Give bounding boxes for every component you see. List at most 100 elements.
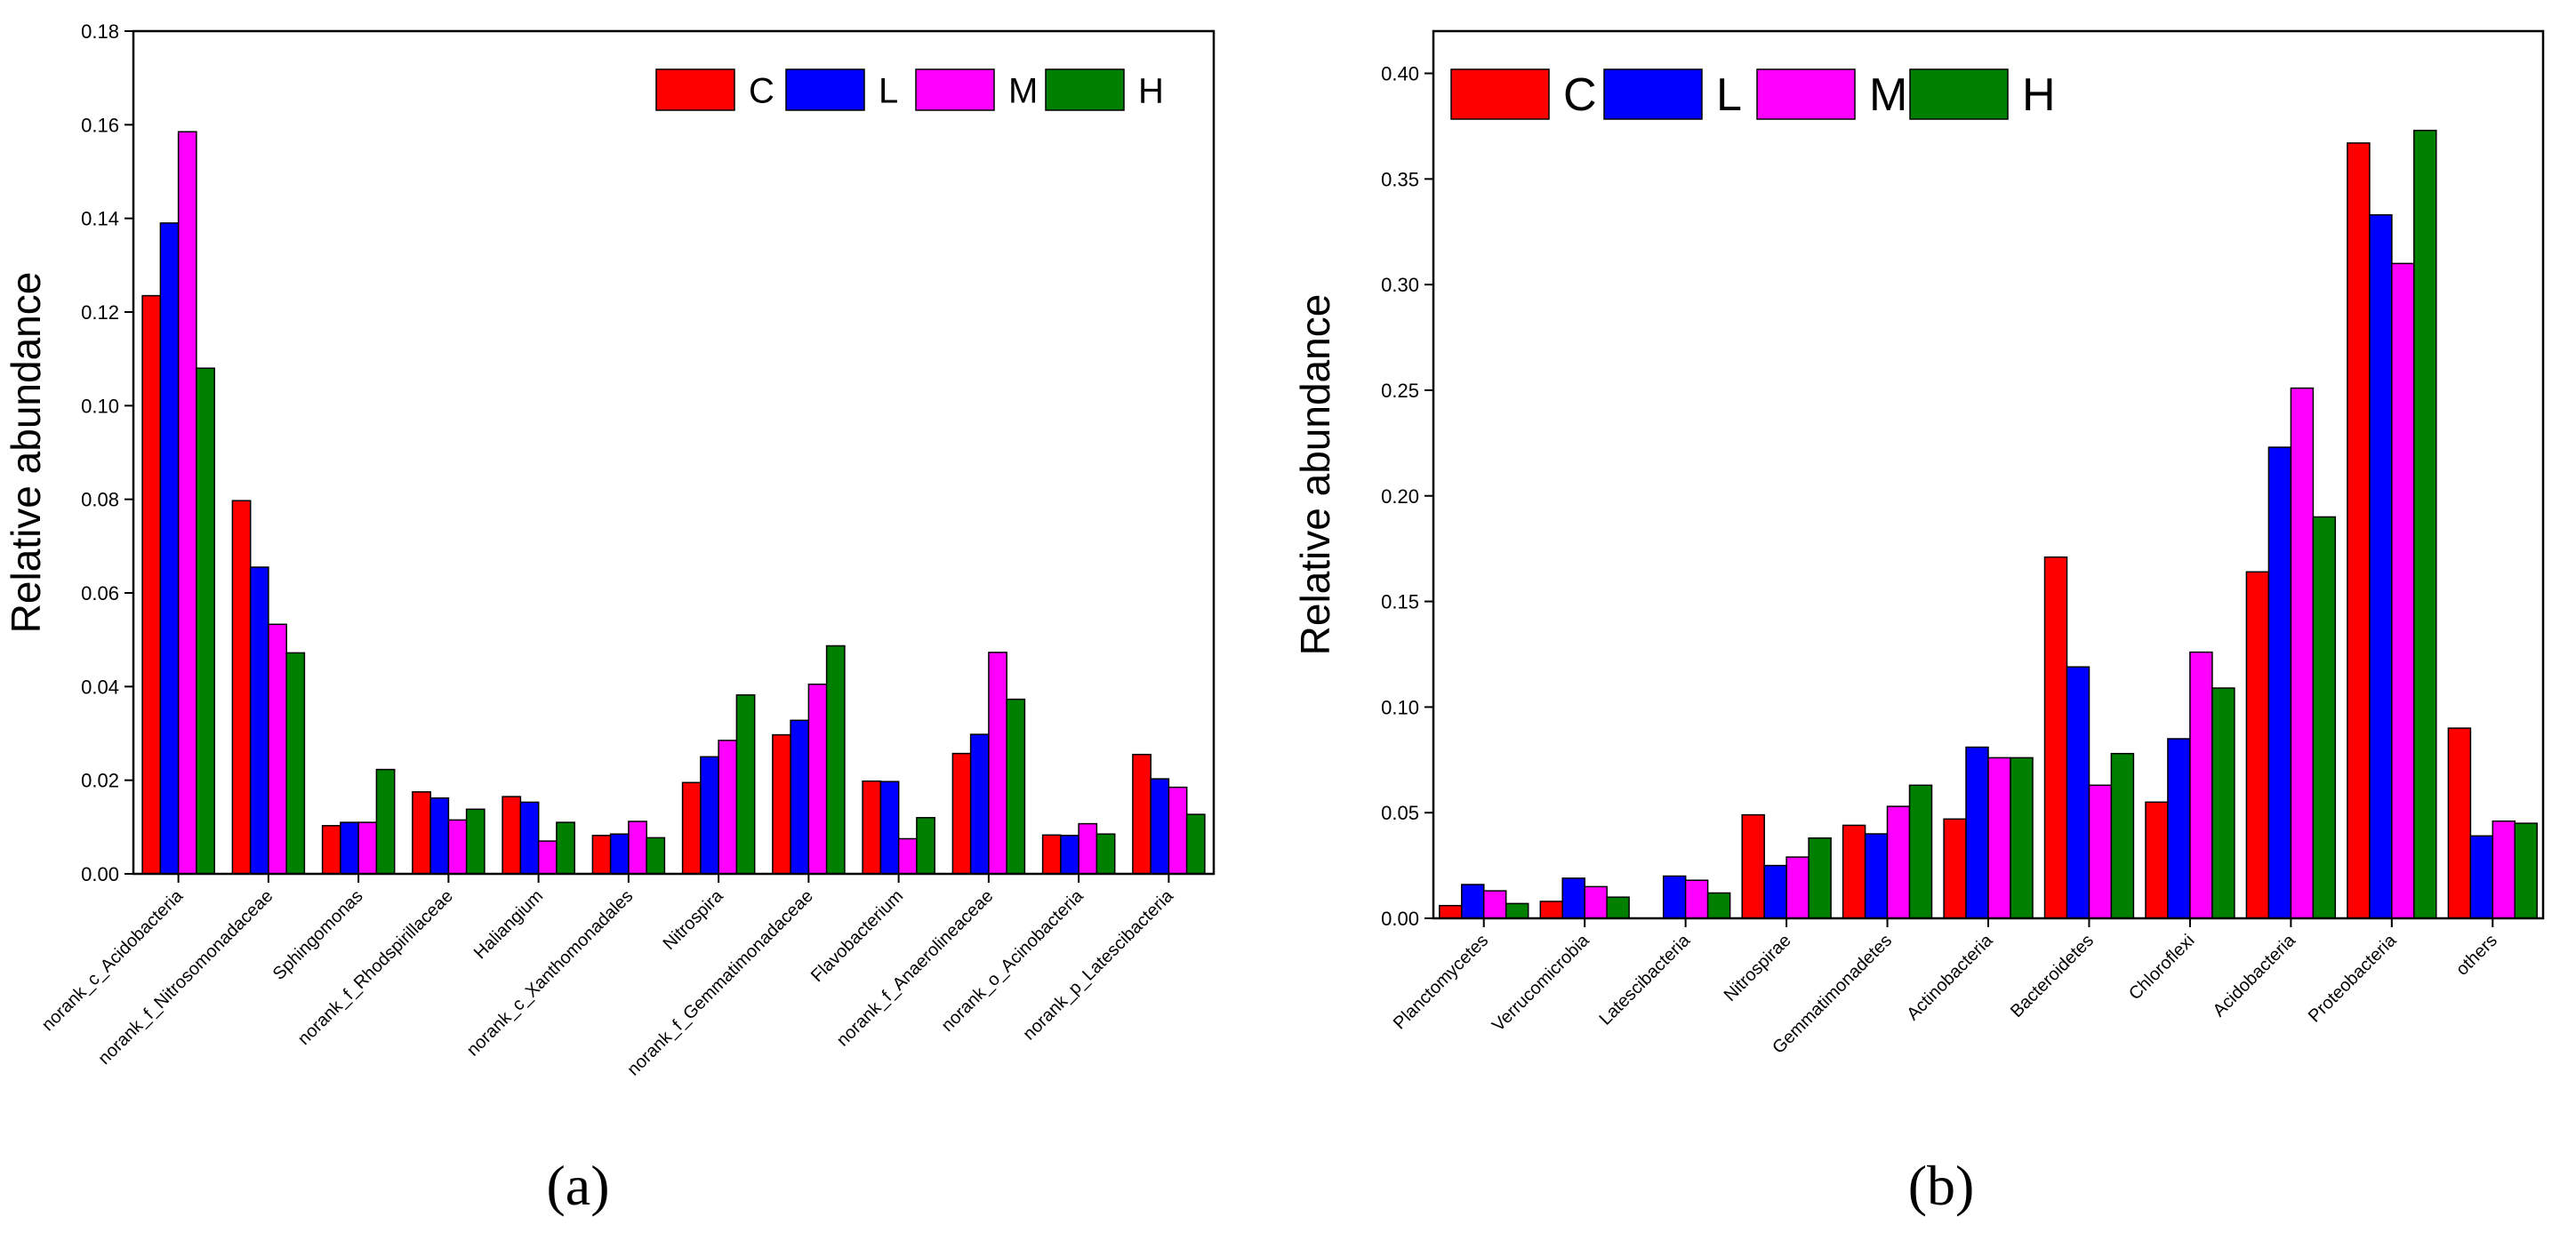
chart-b-legend-swatch-H (1909, 68, 2009, 120)
chart-b-xtick-label-3: Nitrospirae (1721, 931, 1795, 1005)
chart-a-bar-C-9 (951, 752, 972, 875)
chart-a-bar-L-10 (1060, 835, 1079, 875)
chart-a-ytick-label-9: 0.18 (81, 20, 119, 43)
chart-a-bar-C-0 (141, 294, 162, 875)
chart-b-xtick-label-10: others (2452, 931, 2501, 980)
chart-a-ylabel: Relative abundance (3, 272, 49, 634)
chart-a-bar-L-3 (429, 797, 450, 875)
chart-a-bar-C-11 (1132, 753, 1152, 875)
chart-b-bar-L-1 (1561, 877, 1585, 919)
chart-a-legend-swatch-H (1045, 68, 1125, 111)
chart-a-bar-C-7 (772, 733, 791, 875)
chart-a-bar-H-6 (735, 694, 756, 875)
chart-b-bar-L-3 (1763, 864, 1787, 919)
chart-a-bar-L-8 (879, 781, 900, 875)
chart-b-bar-C-4 (1842, 824, 1866, 919)
chart-b-xtick-label-2: Latescibacteria (1595, 930, 1694, 1029)
chart-b-bar-H-1 (1606, 896, 1630, 919)
chart-b-legend-label-M: M (1869, 69, 1907, 121)
chart-b-bar-H-4 (1908, 784, 1933, 919)
chart-a-legend-label-M: M (1008, 72, 1038, 111)
chart-a-bar-L-2 (340, 821, 359, 875)
chart-a-bar-C-8 (862, 780, 882, 875)
chart-a-bar-H-1 (285, 652, 306, 875)
chart-a-panel-label: (a) (546, 1154, 609, 1217)
chart-b-xtick-label-9: Proteobacteria (2305, 930, 2401, 1026)
chart-a-bar-C-5 (591, 835, 612, 875)
chart-a-bar-L-6 (700, 756, 719, 875)
chart-b-legend-swatch-L (1603, 68, 1703, 120)
chart-a-bar-H-8 (916, 817, 935, 875)
chart-b-ytick-label-6: 0.30 (1381, 274, 1419, 296)
chart-a-bar-H-2 (375, 768, 396, 875)
chart-a-bar-M-1 (268, 623, 287, 875)
chart-a-legend-label-C: C (749, 72, 774, 111)
chart-b-legend-swatch-M (1756, 68, 1856, 120)
chart-a-xtick-label-1: norank_f_Nitrosomonadaceae (94, 886, 277, 1069)
chart-b-bar-M-4 (1886, 805, 1911, 919)
chart-b-bar-M-7 (2189, 651, 2213, 919)
chart-b-bar-H-3 (1808, 837, 1832, 919)
chart-b-ytick-label-2: 0.10 (1381, 696, 1419, 718)
chart-b-bar-M-8 (2290, 387, 2315, 919)
chart-b-bar-C-10 (2447, 727, 2472, 919)
chart-b-bar-L-7 (2167, 738, 2191, 919)
chart-b-xtick-label-0: Planctomycetes (1390, 931, 1492, 1033)
chart-b-legend-swatch-C (1450, 68, 1550, 120)
chart-a-bar-L-11 (1150, 778, 1170, 875)
chart-b-legend-label-C: C (1563, 69, 1597, 121)
chart-a-bar-H-7 (825, 645, 846, 875)
chart-b-xtick-label-7: Chloroflexi (2125, 931, 2198, 1004)
chart-a-bar-L-7 (790, 719, 810, 875)
chart-a: 0.00 0.02 0.04 0.06 0.08 0.10 0.12 0.14 0.16 0.18… (3, 20, 1216, 1217)
chart-b-bar-C-8 (2245, 571, 2270, 919)
chart-b-bar-L-8 (2267, 446, 2292, 919)
chart-a-bar-M-8 (897, 837, 918, 875)
chart-a-ytick-label-8: 0.16 (81, 114, 119, 136)
chart-b-ytick-label-1: 0.05 (1381, 802, 1419, 824)
chart-b-ytick-label-5: 0.25 (1381, 380, 1419, 402)
chart-b-bar-C-9 (2347, 142, 2371, 919)
chart-a-ytick-label-3: 0.06 (81, 582, 119, 604)
chart-b-bar-H-10 (2514, 822, 2538, 919)
chart-a-xtick-label-3: norank_f_Rhodspirillaceae (294, 886, 457, 1049)
chart-a-xtick-label-9: norank_f_Anaerolineaceae (833, 886, 998, 1051)
chart-a-bar-M-5 (628, 821, 647, 875)
chart-b-bar-C-6 (2043, 556, 2068, 919)
chart-a-bar-M-3 (447, 819, 468, 875)
chart-a-bar-M-7 (807, 683, 828, 875)
chart-b-ytick-label-7: 0.35 (1381, 168, 1419, 190)
chart-a-bar-H-0 (196, 367, 215, 875)
chart-b-bar-L-6 (2066, 666, 2090, 919)
chart-b-legend-label-L: L (1716, 69, 1742, 121)
chart-a-ytick-label-0: 0.00 (81, 863, 119, 885)
chart-a-ytick-label-4: 0.08 (81, 489, 119, 511)
chart-b-bar-M-1 (1584, 885, 1608, 919)
chart-b-bar-C-3 (1741, 813, 1765, 919)
chart-a-bar-H-11 (1185, 813, 1206, 875)
chart-a-bar-M-2 (357, 821, 378, 875)
chart-a-bar-M-9 (988, 652, 1007, 875)
chart-a-bar-C-10 (1041, 834, 1062, 875)
chart-b-bar-M-5 (1987, 757, 2011, 919)
chart-a-xtick-label-11: norank_p_Latescibacteria (1019, 885, 1177, 1044)
chart-a-ytick-label-6: 0.12 (81, 301, 119, 324)
chart-a-legend-swatch-L (785, 68, 865, 111)
chart-b-ytick-label-3: 0.15 (1381, 591, 1419, 613)
chart-a-bar-L-0 (159, 222, 180, 875)
chart-a-bar-M-4 (537, 840, 558, 875)
chart-b-legend-label-H: H (2022, 69, 2056, 121)
chart-b-bar-L-0 (1461, 884, 1485, 919)
chart-a-xtick-label-7: norank_f_Gemmatimonadaceae (623, 886, 817, 1080)
chart-b-bar-H-6 (2110, 752, 2135, 919)
chart-a-ytick-label-1: 0.02 (81, 770, 119, 792)
chart-b-bar-H-7 (2211, 687, 2235, 919)
chart-a-xtick-label-5: norank_c_Xanthomonadales (463, 886, 638, 1061)
chart-a-bar-L-5 (609, 833, 630, 875)
chart-a-legend-swatch-M (915, 68, 995, 111)
chart-a-bar-H-5 (646, 837, 666, 875)
chart-a-bar-C-6 (681, 781, 702, 875)
chart-b: 0.00 0.05 0.10 0.15 0.20 0.25 0.30 0.35 0.40 Plan… (1292, 29, 2545, 1217)
chart-b-ytick-label-8: 0.40 (1381, 63, 1419, 85)
